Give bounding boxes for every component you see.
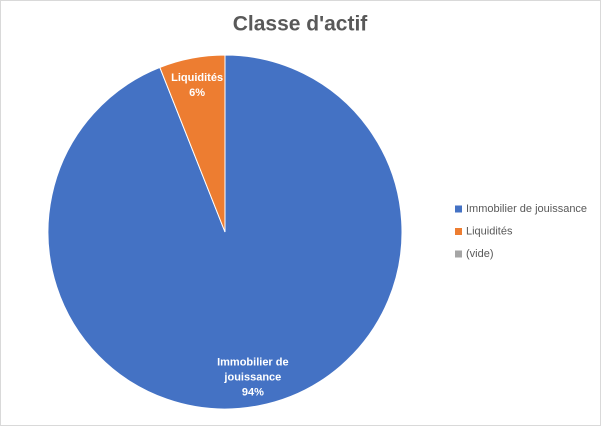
- data-label-category: Immobilier de jouissance: [217, 356, 289, 384]
- legend-label: Liquidités: [466, 225, 513, 237]
- legend-swatch: [455, 205, 462, 213]
- data-label-value: 6%: [189, 86, 206, 99]
- legend-label: (vide): [466, 248, 494, 260]
- legend-swatch: [455, 228, 462, 235]
- legend-label: Immobilier de jouissance: [466, 203, 587, 215]
- data-label: Immobilier de jouissance 94%: [205, 356, 301, 401]
- data-label-category: Liquidités: [171, 71, 224, 84]
- data-label: Liquidités 6%: [149, 71, 245, 101]
- legend-swatch: [455, 250, 462, 258]
- chart-title: Classe d'actif: [233, 13, 369, 36]
- pie-slice: [47, 54, 403, 410]
- data-label-value: 94%: [241, 386, 264, 399]
